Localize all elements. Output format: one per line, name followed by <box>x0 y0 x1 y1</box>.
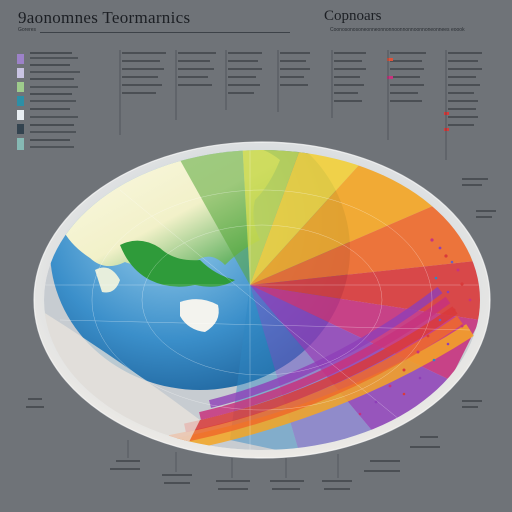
accent-mark <box>387 76 393 79</box>
bottom-annotations <box>26 398 352 490</box>
scatter-dots <box>358 238 472 416</box>
page-subtitle: Copnoars <box>324 8 382 24</box>
legend-swatch <box>17 54 24 64</box>
legend-swatches <box>17 54 24 150</box>
legend-swatch <box>17 68 24 78</box>
accent-mark <box>444 128 449 131</box>
page-title: 9aonomnes Teormarnics <box>18 8 191 27</box>
legend-swatch <box>17 82 24 92</box>
bottom-leaders <box>127 440 339 478</box>
right-annotations <box>364 178 496 472</box>
left-caption: Goreres <box>18 27 37 33</box>
leader-lines <box>119 50 447 160</box>
legend-text-blocks <box>30 52 80 148</box>
globe-outline <box>33 141 491 459</box>
right-caption: Coonosonosoneonneonnonnoonnonnoonnoneonn… <box>330 27 465 33</box>
globe-grid <box>44 150 480 450</box>
legend-swatch <box>17 96 24 106</box>
accent-mark <box>444 112 449 115</box>
landmass-island <box>95 267 120 293</box>
landmass-australia <box>180 299 219 332</box>
spectrum-bands <box>148 286 474 450</box>
legend-swatch <box>17 110 24 120</box>
top-annotations <box>122 52 482 126</box>
legend-swatch <box>17 138 24 150</box>
accent-mark <box>387 58 393 61</box>
globe <box>44 150 480 450</box>
landmass-asia-green <box>120 240 235 287</box>
spectrum-fan <box>180 150 480 450</box>
top-divider-left <box>40 32 290 33</box>
legend-swatch <box>17 124 24 134</box>
